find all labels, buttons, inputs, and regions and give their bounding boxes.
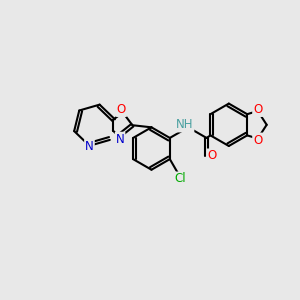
Text: O: O [253,134,262,146]
Text: NH: NH [176,118,194,131]
Text: O: O [207,149,217,162]
Text: O: O [253,103,262,116]
Text: Cl: Cl [175,172,186,185]
Text: N: N [85,140,94,153]
Text: O: O [117,103,126,116]
Text: N: N [116,133,124,146]
